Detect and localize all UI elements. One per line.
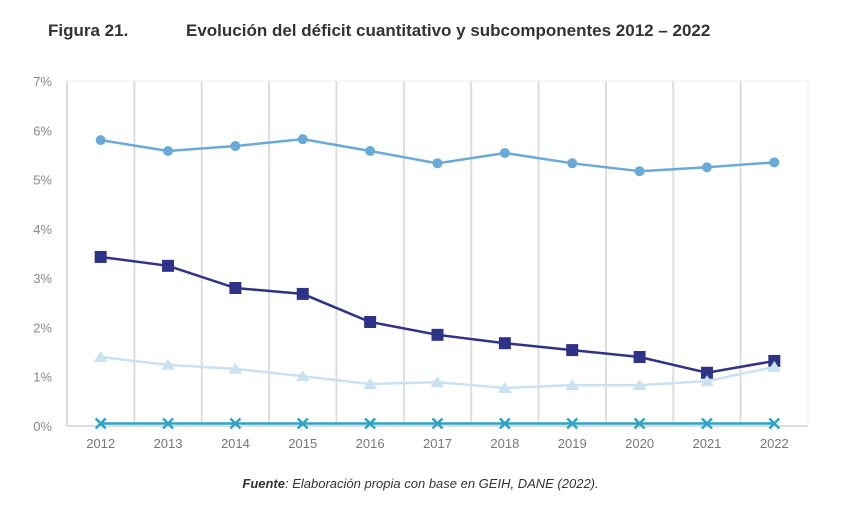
title-text: Evolución del déficit cuantitativo y sub… xyxy=(186,21,711,40)
source-text: : Elaboración propia con base en GEIH, D… xyxy=(285,476,599,491)
data-point-triangle xyxy=(161,358,176,370)
data-point-triangle xyxy=(228,362,243,374)
source-note: Fuente: Elaboración propia con base en G… xyxy=(0,476,841,491)
data-point-square xyxy=(229,282,242,294)
data-point-circle xyxy=(567,158,578,169)
data-point-circle xyxy=(163,145,174,156)
x-tick-label: 2014 xyxy=(221,436,250,451)
x-tick-label: 2019 xyxy=(558,436,587,451)
data-point-circle xyxy=(701,162,712,173)
data-point-x xyxy=(94,417,107,430)
data-point-square xyxy=(364,316,377,329)
data-point-square xyxy=(162,259,175,272)
data-point-triangle xyxy=(497,382,512,394)
data-point-triangle xyxy=(565,379,580,391)
x-tick-label: 2022 xyxy=(760,436,789,451)
data-point-x xyxy=(768,417,781,430)
data-point-x xyxy=(162,417,174,430)
data-point-x xyxy=(701,417,713,430)
y-tick-label: 6% xyxy=(33,123,52,138)
data-point-x xyxy=(296,417,309,430)
data-point-square xyxy=(431,328,444,341)
data-point-circle xyxy=(499,147,510,158)
data-point-x xyxy=(633,417,646,430)
data-point-circle xyxy=(634,166,645,177)
y-tick-label: 3% xyxy=(33,271,52,286)
data-point-x xyxy=(566,417,579,430)
data-point-x xyxy=(431,417,444,430)
y-tick-label: 2% xyxy=(33,320,52,335)
x-tick-label: 2012 xyxy=(86,436,115,451)
data-point-circle xyxy=(230,141,241,152)
data-point-square xyxy=(498,337,511,350)
data-point-square xyxy=(700,366,713,379)
data-point-triangle xyxy=(295,370,310,382)
source-label: Fuente xyxy=(242,476,285,491)
x-tick-label: 2013 xyxy=(154,436,183,451)
y-tick-label: 4% xyxy=(33,222,52,237)
x-tick-label: 2015 xyxy=(288,436,317,451)
data-point-circle xyxy=(95,135,106,146)
y-tick-label: 0% xyxy=(33,419,52,434)
data-point-circle xyxy=(432,158,443,169)
data-point-x xyxy=(364,417,377,430)
data-point-triangle xyxy=(632,379,647,391)
data-point-circle xyxy=(297,134,308,145)
data-point-square xyxy=(566,344,579,357)
figure-label: Figura 21. xyxy=(48,21,129,40)
y-tick-label: 7% xyxy=(33,74,52,89)
data-point-square xyxy=(94,250,107,263)
x-tick-label: 2020 xyxy=(625,436,654,451)
data-point-x xyxy=(229,417,242,430)
y-tick-label: 5% xyxy=(33,173,52,188)
data-point-square xyxy=(633,351,646,363)
x-tick-label: 2016 xyxy=(356,436,385,451)
data-point-triangle xyxy=(363,378,378,390)
x-tick-label: 2018 xyxy=(490,436,519,451)
plot-frame xyxy=(66,80,809,427)
data-point-triangle xyxy=(430,376,445,388)
data-point-circle xyxy=(365,145,376,156)
data-point-square xyxy=(296,287,309,300)
x-tick-label: 2021 xyxy=(692,436,721,451)
data-point-triangle xyxy=(767,360,782,372)
data-point-circle xyxy=(769,157,780,168)
y-tick-label: 1% xyxy=(33,370,52,385)
data-point-x xyxy=(498,417,511,430)
data-point-triangle xyxy=(699,375,714,387)
data-point-triangle xyxy=(93,351,108,362)
x-tick-label: 2017 xyxy=(423,436,452,451)
